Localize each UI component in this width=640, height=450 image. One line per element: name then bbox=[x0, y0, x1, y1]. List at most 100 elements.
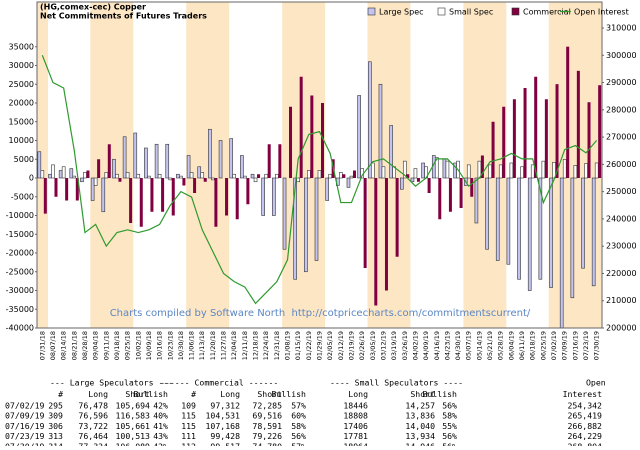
table-cell: 107,168 bbox=[205, 421, 240, 431]
bar bbox=[371, 162, 375, 179]
bar bbox=[293, 177, 297, 280]
table-cell: 313 bbox=[48, 431, 63, 441]
bar bbox=[165, 143, 170, 179]
table-cell: 18446 bbox=[343, 401, 368, 411]
table-header: Short bbox=[257, 389, 282, 399]
table-cell: 115 bbox=[181, 411, 196, 421]
bar bbox=[584, 163, 588, 179]
table-cell: 42% bbox=[153, 401, 168, 411]
table-header: Short bbox=[125, 389, 150, 399]
table-cell: 76,464 bbox=[78, 431, 108, 441]
table-cell: 306 bbox=[48, 421, 63, 431]
plot-frame bbox=[36, 1, 603, 329]
y2-tick-label: 300000 bbox=[606, 51, 637, 60]
y-tick-label: 30000 bbox=[9, 61, 34, 70]
table-cell: 77,334 bbox=[78, 441, 108, 446]
table-header: Short bbox=[410, 389, 435, 399]
bar bbox=[246, 178, 250, 205]
bar bbox=[581, 177, 585, 269]
bar bbox=[402, 160, 407, 179]
x-tick-label: 06/18/19 bbox=[529, 331, 537, 360]
table-cell: 266,882 bbox=[567, 421, 602, 431]
table-date: 07/30/19 bbox=[5, 441, 45, 446]
table-cell: 105,661 bbox=[115, 421, 150, 431]
y2-tick-label: 270000 bbox=[606, 133, 637, 142]
legend-label: Small Spec bbox=[449, 8, 493, 17]
y-tick-label: -10000 bbox=[6, 211, 34, 220]
table-cell: 78,591 bbox=[252, 421, 282, 431]
x-tick-label: 04/30/19 bbox=[454, 331, 462, 360]
bar bbox=[157, 173, 162, 179]
bar bbox=[261, 177, 265, 216]
legend-swatch bbox=[511, 7, 520, 16]
table-cell: 56% bbox=[291, 431, 306, 441]
x-tick-label: 01/15/19 bbox=[294, 331, 302, 360]
x-tick-label: 01/29/19 bbox=[316, 331, 324, 360]
x-tick-label: 03/05/19 bbox=[369, 331, 377, 360]
table-cell: 14,257 bbox=[405, 401, 435, 411]
bar bbox=[346, 177, 351, 188]
table-header: Long bbox=[348, 389, 368, 399]
bar bbox=[544, 99, 548, 178]
bar bbox=[325, 177, 329, 201]
table-group: ---- Small Speculators ---- bbox=[330, 378, 463, 388]
month-stripe bbox=[378, 2, 390, 328]
bar bbox=[378, 83, 383, 179]
table-cell: 314 bbox=[48, 441, 63, 446]
bar bbox=[570, 177, 575, 299]
bar bbox=[235, 178, 239, 220]
bar bbox=[267, 144, 271, 178]
x-tick-label: 04/09/19 bbox=[422, 331, 430, 360]
bar bbox=[314, 177, 319, 261]
bar bbox=[176, 173, 180, 179]
bar bbox=[104, 172, 109, 179]
bar bbox=[406, 174, 410, 178]
plot bbox=[37, 46, 602, 329]
bar bbox=[307, 170, 311, 179]
x-tick-label: 05/14/19 bbox=[475, 331, 483, 360]
x-tick-label: 08/28/18 bbox=[81, 331, 89, 360]
bar bbox=[598, 85, 602, 178]
table-cell: 264,229 bbox=[567, 431, 602, 441]
table-cell: 111 bbox=[181, 431, 196, 441]
table-cell: 56% bbox=[442, 401, 457, 411]
x-tick-label: 09/25/18 bbox=[124, 331, 132, 360]
bar bbox=[147, 175, 151, 179]
table-cell: 56% bbox=[442, 441, 457, 446]
x-tick-label: 12/11/18 bbox=[241, 331, 249, 360]
bar bbox=[203, 178, 207, 182]
y-tick-label: 5000 bbox=[14, 155, 34, 164]
table-cell: 43% bbox=[153, 431, 168, 441]
x-tick-label: 11/13/18 bbox=[198, 331, 206, 360]
table-cell: 97,312 bbox=[210, 401, 240, 411]
bar bbox=[349, 175, 354, 179]
table-cell: 57% bbox=[291, 401, 306, 411]
y-tick-label: -5000 bbox=[11, 192, 34, 201]
legend-swatch bbox=[367, 7, 376, 16]
bar bbox=[250, 173, 255, 179]
table-cell: 58% bbox=[291, 421, 306, 431]
month-stripe bbox=[186, 2, 198, 328]
bar bbox=[296, 177, 300, 183]
x-tick-label: 03/26/19 bbox=[401, 331, 409, 360]
table-cell: 99,428 bbox=[210, 431, 240, 441]
table-cell: 73,722 bbox=[78, 421, 108, 431]
table-cell: 109 bbox=[181, 401, 196, 411]
bar bbox=[587, 102, 591, 178]
bar bbox=[399, 177, 404, 190]
month-stripe bbox=[218, 2, 230, 328]
table-cell: 100,513 bbox=[115, 431, 150, 441]
x-tick-label: 08/07/18 bbox=[49, 331, 57, 360]
table-cell: 41% bbox=[153, 421, 168, 431]
x-tick-label: 01/08/19 bbox=[284, 331, 292, 360]
line bbox=[41, 55, 598, 305]
table-cell: 105,694 bbox=[115, 401, 150, 411]
bar bbox=[179, 175, 183, 179]
y-tick-label: 35000 bbox=[9, 42, 34, 51]
bar bbox=[69, 168, 74, 179]
table-cell: 57% bbox=[291, 441, 306, 446]
bar bbox=[240, 155, 244, 179]
bar bbox=[530, 164, 535, 179]
bar bbox=[97, 159, 101, 178]
month-stripe bbox=[303, 2, 315, 328]
